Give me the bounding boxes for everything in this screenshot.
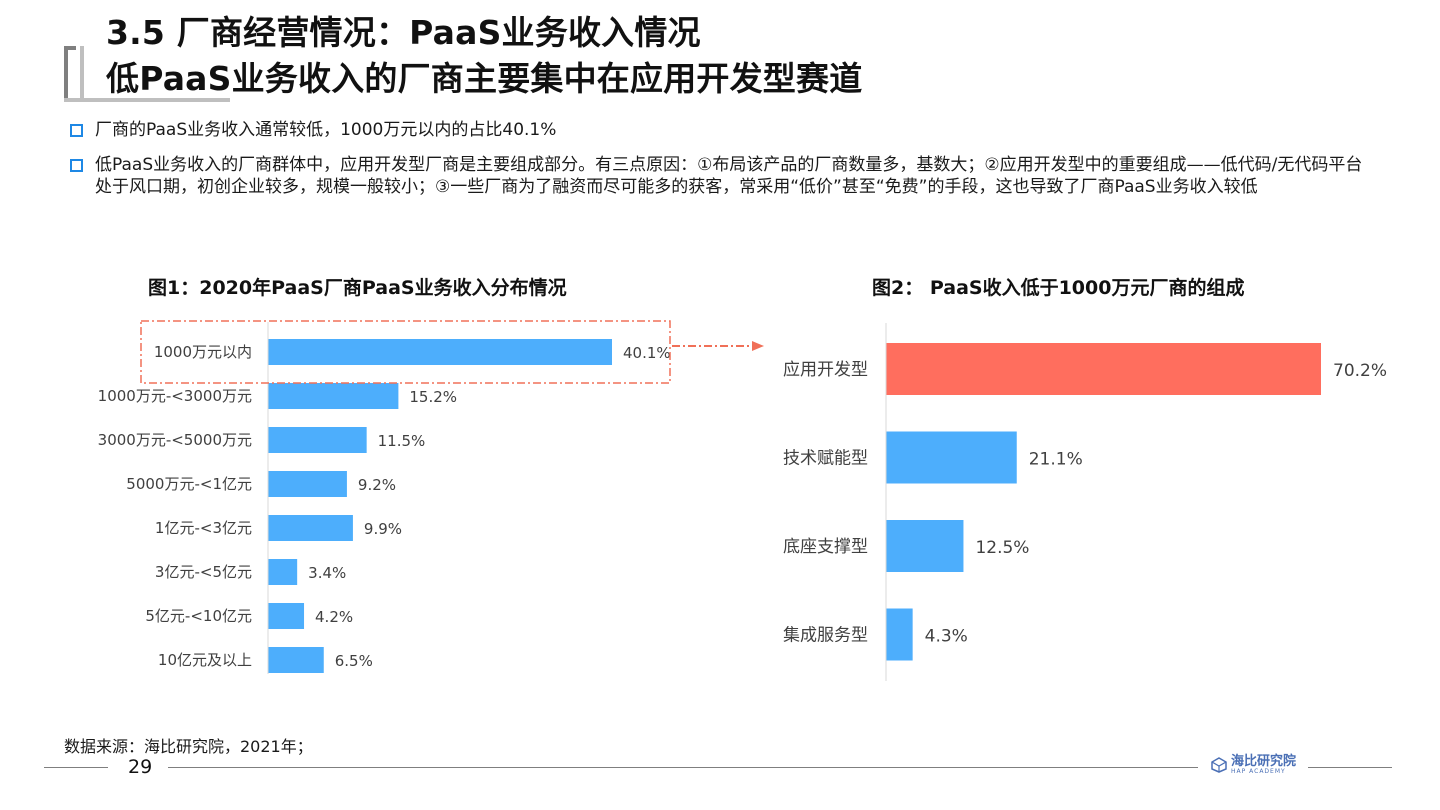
chart1-value-label: 11.5% (378, 432, 426, 450)
chart1-category-label: 3亿元-<5亿元 (155, 563, 252, 581)
chart1-category-label: 10亿元及以上 (158, 651, 252, 669)
data-source-note: 数据来源：海比研究院，2021年； (64, 737, 313, 756)
chart1-value-label: 9.9% (364, 520, 402, 538)
footer-divider-right (168, 767, 1198, 768)
page-number: 29 (128, 756, 153, 778)
logo-subtext: HAP ACADEMY (1231, 768, 1286, 775)
bullet-text-2: 低PaaS业务收入的厂商群体中，应用开发型厂商是主要组成部分。有三点原因：①布局… (95, 155, 1363, 197)
chart1-category-label: 5亿元-<10亿元 (145, 607, 252, 625)
chart1-bar (268, 647, 324, 673)
chart1-value-label: 3.4% (308, 564, 346, 582)
chart1-bar (268, 603, 305, 629)
chart1-bar (268, 515, 353, 541)
chart1-value-label: 15.2% (409, 388, 457, 406)
chart1-value-label: 4.2% (315, 608, 353, 626)
chart1-bar (268, 383, 399, 409)
chart2-category-label: 集成服务型 (783, 626, 868, 646)
chart2-bar (886, 520, 964, 572)
square-bullet-icon (70, 159, 83, 172)
page-title-line-1: 3.5 厂商经营情况：PaaS业务收入情况 (106, 13, 701, 52)
chart1-category-label: 1000万元以内 (154, 343, 252, 361)
bullet-point-2: 低PaaS业务收入的厂商群体中，应用开发型厂商是主要组成部分。有三点原因：①布局… (70, 154, 1370, 198)
chart1-category-label: 1000万元-<3000万元 (98, 387, 252, 405)
chart2-category-label: 技术赋能型 (783, 449, 868, 469)
page-title-line-2: 低PaaS业务收入的厂商主要集中在应用开发型赛道 (106, 59, 863, 98)
chart2-value-label: 70.2% (1333, 361, 1387, 381)
hap-academy-logo: 海比研究院 HAP ACADEMY (1211, 755, 1296, 775)
title-bracket-inner-decoration (80, 46, 84, 102)
chart2-bar (886, 431, 1017, 484)
chart2-category-label: 应用开发型 (783, 360, 868, 380)
callout-arrowhead-icon (752, 341, 764, 351)
square-bullet-icon (70, 124, 83, 137)
chart1-value-label: 40.1% (623, 344, 671, 362)
footer-divider-left (44, 767, 108, 768)
chart1-category-label: 5000万元-<1亿元 (126, 475, 252, 493)
chart-1-title: 图1：2020年PaaS厂商PaaS业务收入分布情况 (148, 277, 567, 299)
chart1-bar (268, 339, 612, 365)
chart2-category-label: 底座支撑型 (783, 537, 868, 557)
chart2-bar (886, 343, 1321, 395)
chart2-value-label: 12.5% (975, 538, 1029, 558)
logo-text: 海比研究院 (1231, 754, 1297, 769)
title-underline-decoration (64, 98, 230, 102)
bullet-text-1: 厂商的PaaS业务收入通常较低，1000万元以内的占比40.1% (95, 120, 557, 140)
chart2-value-label: 4.3% (925, 627, 968, 647)
cube-logo-icon (1211, 757, 1227, 773)
footer-divider-far-right (1308, 767, 1392, 768)
chart1-value-label: 6.5% (335, 652, 373, 670)
chart1-category-label: 1亿元-<3亿元 (155, 519, 252, 537)
chart1-value-label: 9.2% (358, 476, 396, 494)
chart1-highlight-callout-box (140, 320, 671, 384)
chart1-category-label: 3000万元-<5000万元 (98, 431, 252, 449)
chart-2-title: 图2： PaaS收入低于1000万元厂商的组成 (872, 277, 1245, 299)
chart1-bar (268, 427, 367, 453)
chart1-bar (268, 559, 298, 585)
chart1-bar (268, 471, 347, 497)
chart2-value-label: 21.1% (1029, 450, 1083, 470)
bullet-point-1: 厂商的PaaS业务收入通常较低，1000万元以内的占比40.1% (70, 119, 1370, 141)
chart2-bar (886, 608, 913, 661)
